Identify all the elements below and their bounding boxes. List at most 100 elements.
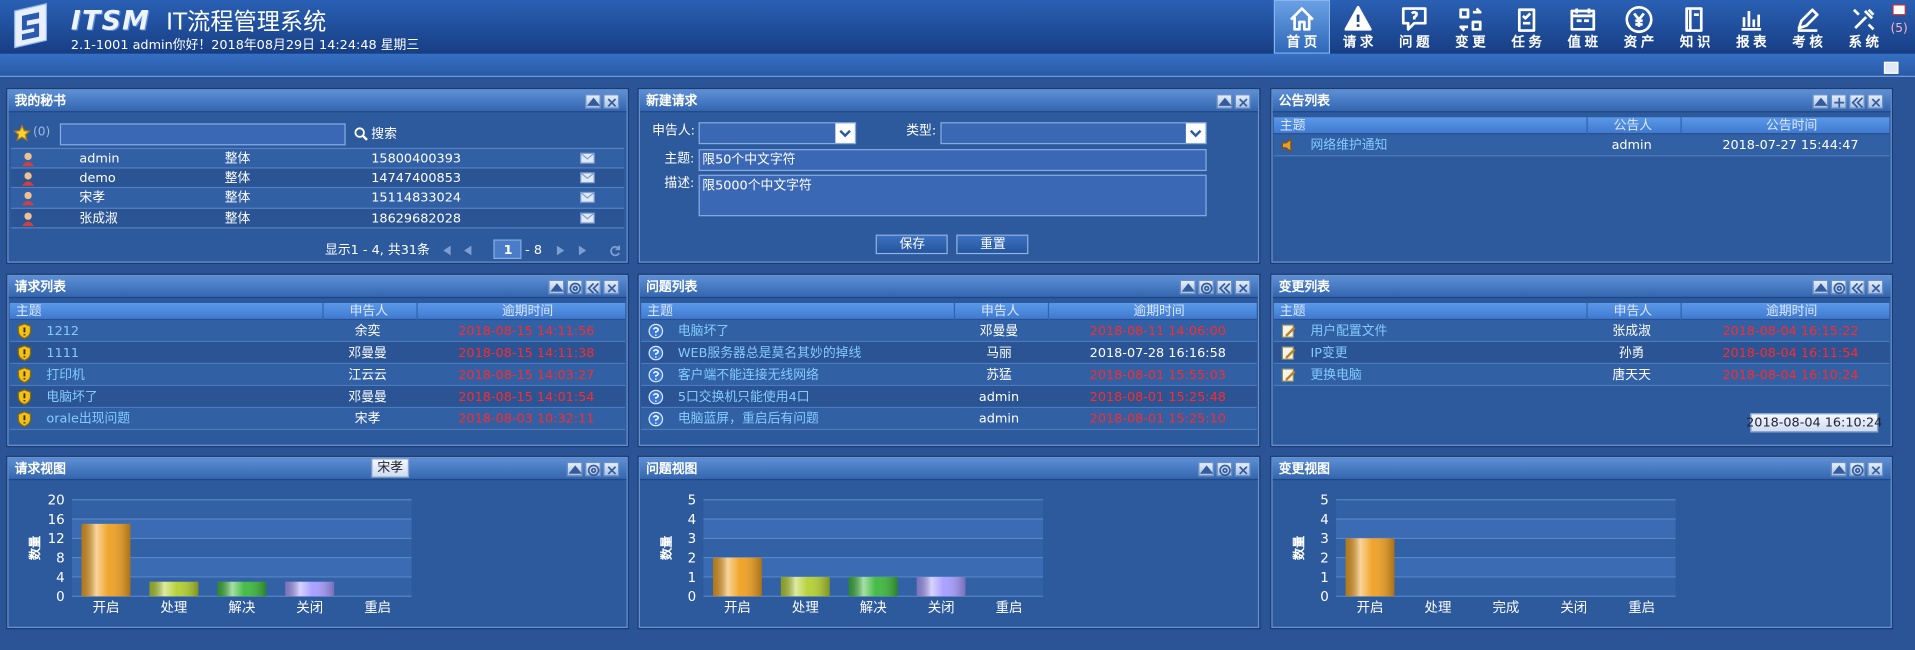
panel-button[interactable] <box>1849 279 1865 295</box>
row-date: 2018-08-11 14:06:00 <box>1089 323 1226 339</box>
panel-button[interactable] <box>548 279 565 295</box>
input[interactable] <box>698 174 1207 217</box>
list-row[interactable]: 打印机 江云云 2018-08-15 14:03:27 <box>9 364 626 387</box>
panel-button[interactable] <box>1812 94 1829 109</box>
panel-button[interactable] <box>1867 279 1884 295</box>
list-row[interactable]: 网络维护通知 admin 2018-07-27 15:44:47 <box>1273 134 1890 157</box>
list-row[interactable]: 客户端不能连接无线网络 苏猛 2018-08-01 15:55:03 <box>641 364 1257 387</box>
input[interactable] <box>940 122 1207 145</box>
row-subject[interactable]: 客户端不能连接无线网络 <box>677 367 819 383</box>
panel-button[interactable] <box>1216 94 1233 109</box>
form-button-label[interactable]: 保存 <box>899 237 926 252</box>
nav-item[interactable]: 知识 <box>1679 34 1715 51</box>
list-row[interactable]: 1212 余奕 2018-08-15 14:11:56 <box>9 320 626 343</box>
input[interactable] <box>493 239 522 260</box>
form-button-label[interactable]: 重置 <box>980 237 1006 252</box>
list-row[interactable]: orale出现问题 宋孝 2018-08-03 10:32:11 <box>9 408 626 431</box>
panel-button[interactable] <box>585 279 601 295</box>
panel-button-icon <box>1832 465 1846 474</box>
panel-button[interactable] <box>1216 461 1233 477</box>
row-subject[interactable]: 网络维护通知 <box>1310 138 1388 153</box>
form-button[interactable]: 重置 <box>956 234 1029 255</box>
nav-item[interactable]: 系统 <box>1848 34 1883 51</box>
y-tick-label: 12 <box>48 532 65 547</box>
row-subject[interactable]: 5口交换机只能使用4口 <box>677 389 810 405</box>
row-subject[interactable]: 1111 <box>46 345 80 361</box>
row-subject[interactable]: 1212 <box>46 323 80 339</box>
form-button[interactable]: 保存 <box>875 234 948 255</box>
status-line: 2.1-1001 admin你好！2018年08月29日 14:24:48 星期… <box>70 37 420 53</box>
nav-icon <box>1344 5 1372 31</box>
panel-button[interactable] <box>1198 279 1214 295</box>
nav-item[interactable]: 任务 <box>1511 34 1546 51</box>
nav-item[interactable]: 问题 <box>1398 34 1434 51</box>
row-subject[interactable]: IP变更 <box>1310 345 1348 361</box>
nav-item[interactable]: 请求 <box>1342 34 1378 51</box>
panel-button[interactable] <box>566 279 583 295</box>
panel-button[interactable] <box>1198 461 1214 477</box>
select-arrow[interactable] <box>835 123 855 143</box>
panel-button[interactable] <box>1849 461 1865 477</box>
list-row[interactable]: 电脑坏了 邓曼曼 2018-08-15 14:01:54 <box>9 386 626 409</box>
field-label: 申告人: <box>652 123 695 139</box>
row-subject[interactable]: 电脑坏了 <box>677 323 730 339</box>
panel-button[interactable] <box>1849 94 1865 109</box>
nav-item[interactable]: 值班 <box>1567 34 1602 51</box>
panel-button-icon <box>1851 282 1864 294</box>
head <box>24 152 32 161</box>
panel-button-glyph <box>1199 465 1214 474</box>
panel-button[interactable] <box>1234 279 1251 295</box>
row-subject[interactable]: 用户配置文件 <box>1310 323 1388 339</box>
nav-item[interactable]: 资产 <box>1623 34 1658 51</box>
nav-item[interactable]: 首页 <box>1286 34 1321 51</box>
list-row[interactable]: IP变更 孙勇 2018-08-04 16:11:54 <box>1273 342 1890 365</box>
panel-button-icon <box>1834 97 1845 108</box>
row-subject[interactable]: WEB服务器总是莫名其妙的掉线 <box>677 345 862 361</box>
input[interactable] <box>698 149 1207 172</box>
list-row[interactable]: 5口交换机只能使用4口 admin 2018-08-01 15:25:48 <box>641 386 1257 409</box>
row-subject[interactable]: 电脑坏了 <box>46 389 98 405</box>
row-subject[interactable]: 更换电脑 <box>1310 367 1362 383</box>
pager-arrow-glyph <box>578 245 588 256</box>
panel-button[interactable] <box>1812 279 1829 295</box>
nav-icon <box>1459 7 1482 32</box>
nav-item[interactable]: 考核 <box>1792 34 1827 51</box>
row-subject[interactable]: 打印机 <box>46 367 85 383</box>
panel-button[interactable] <box>566 461 583 477</box>
panel-button[interactable] <box>1830 461 1847 477</box>
row-subject[interactable]: orale出现问题 <box>46 411 131 427</box>
panel-button[interactable] <box>1234 94 1251 109</box>
input[interactable] <box>59 123 346 146</box>
search-button[interactable]: 搜索 <box>371 127 397 142</box>
row-subject[interactable]: 电脑蓝屏，重启后有问题 <box>677 411 819 427</box>
panel-button[interactable] <box>1179 279 1196 295</box>
column-header: 公告人 <box>1613 118 1653 134</box>
panel-title: 请求列表 <box>14 279 66 295</box>
panel-button-icon <box>1871 466 1881 475</box>
input[interactable] <box>698 122 857 145</box>
list-row[interactable]: 电脑蓝屏，重启后有问题 admin 2018-08-01 15:25:10 <box>641 408 1257 431</box>
panel-button[interactable] <box>603 94 620 109</box>
select-arrow[interactable] <box>1185 123 1206 143</box>
panel-button[interactable] <box>603 461 620 477</box>
nav-item[interactable]: 报表 <box>1736 34 1771 51</box>
list-row[interactable]: 更换电脑 唐天天 2018-08-04 16:10:24 <box>1273 364 1890 387</box>
panel-button[interactable] <box>585 94 601 109</box>
panel-button[interactable] <box>1830 279 1847 295</box>
list-row[interactable]: 1111 邓曼曼 2018-08-15 14:11:38 <box>9 342 626 365</box>
list-row[interactable]: 用户配置文件 张成淑 2018-08-04 16:15:22 <box>1273 320 1890 343</box>
x-tick-label: 解决 <box>228 600 255 616</box>
nav-item[interactable]: 变更 <box>1455 34 1490 51</box>
list-row[interactable]: WEB服务器总是莫名其妙的掉线 马丽 2018-07-28 16:16:58 <box>641 342 1257 365</box>
panel-button[interactable] <box>1867 94 1884 109</box>
bar-shine <box>285 581 335 597</box>
column-header: 逾期时间 <box>501 304 554 319</box>
panel-button[interactable] <box>1216 279 1233 295</box>
panel-button[interactable] <box>603 279 620 295</box>
list-row[interactable]: 电脑坏了 邓曼曼 2018-08-11 14:06:00 <box>641 320 1257 343</box>
column-header: 主题 <box>647 304 673 319</box>
panel-button[interactable] <box>1830 94 1847 109</box>
panel-button[interactable] <box>585 461 601 477</box>
panel-button[interactable] <box>1867 461 1884 477</box>
panel-button[interactable] <box>1234 461 1251 477</box>
